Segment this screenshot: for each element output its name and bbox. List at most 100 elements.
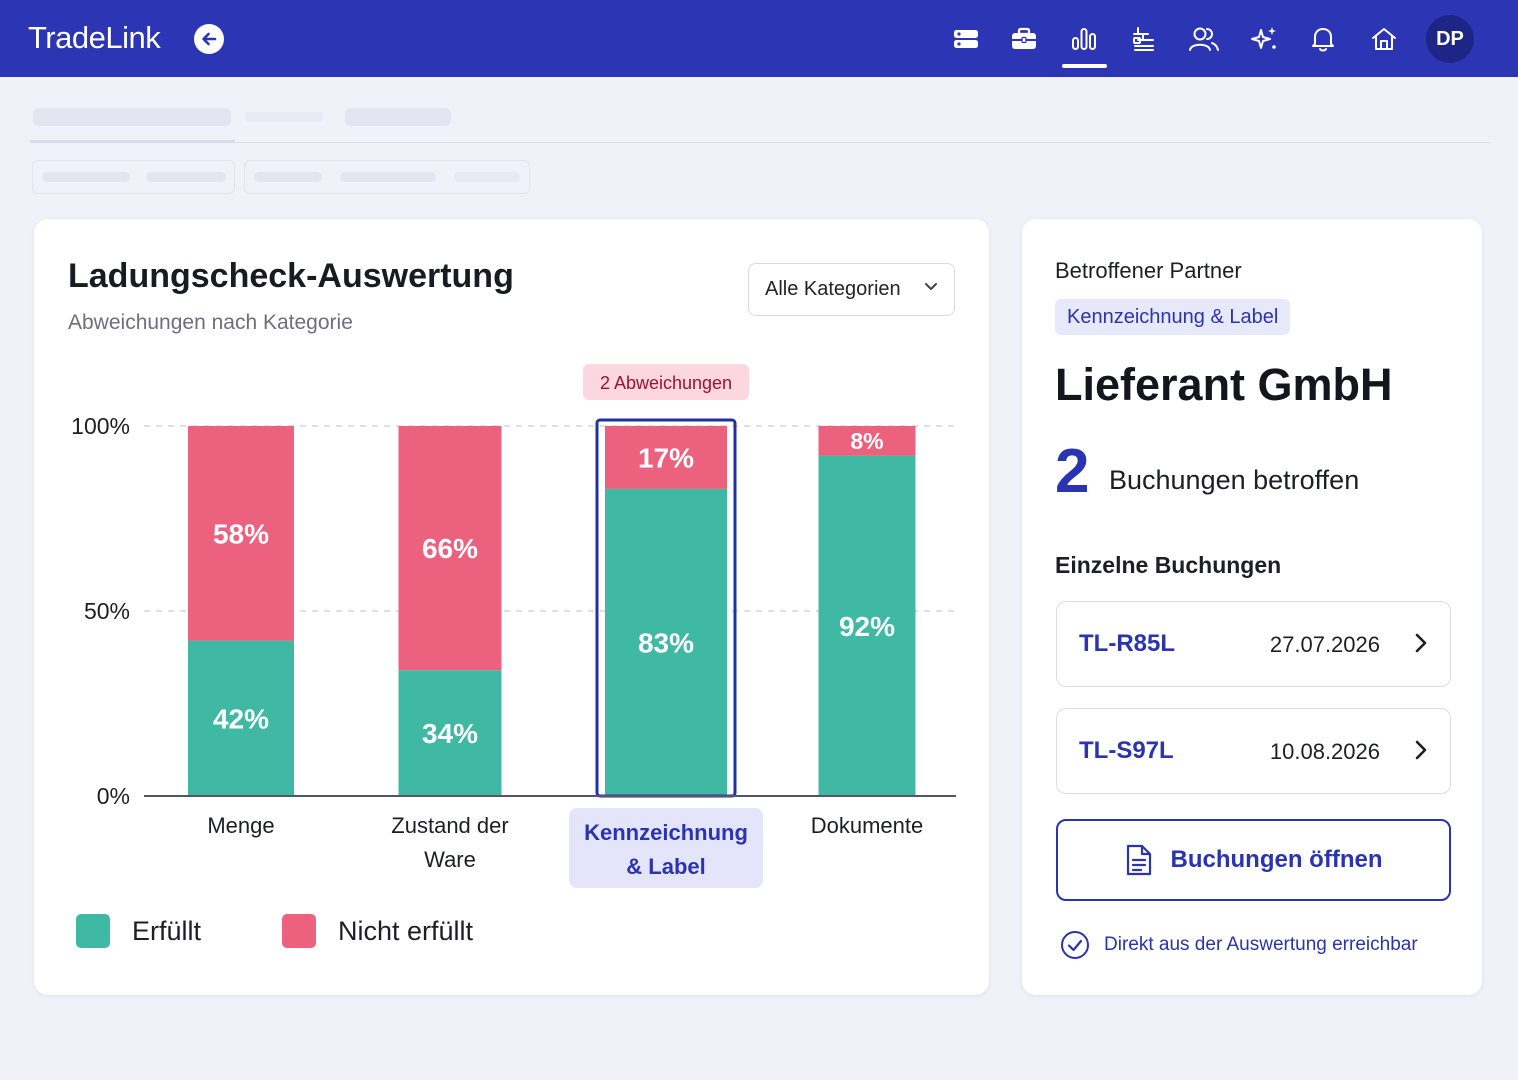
bookings-title: Einzelne Buchungen: [1055, 552, 1282, 578]
divider: [30, 142, 1490, 143]
back-button[interactable]: [194, 24, 224, 54]
booking-date: 27.07.2026: [1269, 632, 1380, 657]
legend-swatch: [282, 914, 316, 948]
sparkle-icon: [1251, 27, 1276, 49]
chart-subtitle: Abweichungen nach Kategorie: [68, 311, 353, 334]
top-bar: TradeLink DP: [0, 0, 1518, 77]
home-icon: [1372, 28, 1396, 50]
data-label: 8%: [850, 428, 883, 454]
nav-analytics-button[interactable]: [1064, 20, 1104, 58]
y-tick-label: 0%: [97, 783, 130, 809]
y-tick-label: 50%: [84, 598, 130, 624]
x-tick-label: Zustand der Ware: [391, 813, 508, 872]
booking-date: 10.08.2026: [1269, 739, 1380, 764]
skeleton-placeholder: [245, 112, 323, 122]
nav-active-indicator: [1062, 64, 1107, 68]
legend-swatch: [76, 914, 110, 948]
briefcase-icon: [1012, 27, 1036, 49]
chevron-right-icon: [1415, 740, 1427, 760]
data-label: 42%: [213, 703, 269, 734]
data-label: 83%: [638, 628, 694, 659]
bar-segment-fulfilled: [818, 455, 916, 796]
app-brand[interactable]: TradeLink: [28, 20, 161, 55]
booking-row[interactable]: TL-S97L 10.08.2026: [1056, 708, 1451, 794]
booking-id: TL-R85L: [1079, 630, 1175, 657]
x-tick-label: Dokumente: [811, 813, 924, 838]
skeleton-filter: [32, 160, 235, 194]
nav-home-button[interactable]: [1364, 20, 1404, 58]
nav-briefcase-button[interactable]: [1004, 20, 1044, 58]
nav-users-button[interactable]: [1184, 20, 1224, 58]
category-filter-value: Alle Kategorien: [765, 278, 901, 300]
x-tick-label-line: Dokumente: [811, 813, 924, 838]
skeleton-placeholder: [254, 172, 322, 182]
bar-segment-fulfilled: [188, 640, 294, 796]
layers-icon: [954, 30, 978, 48]
x-tick-label: Menge: [207, 813, 274, 838]
x-tick-label-line: Ware: [424, 847, 476, 872]
skeleton-placeholder: [345, 108, 451, 126]
category-chip: Kennzeichnung & Label: [1055, 299, 1291, 335]
document-icon: [1126, 844, 1151, 876]
bar-segment-not-fulfilled: [398, 426, 502, 671]
bar-segment-not-fulfilled: [605, 426, 727, 489]
skeleton-filter: [244, 160, 530, 194]
chevron-right-icon: [1415, 633, 1427, 653]
skeleton-placeholder: [42, 172, 130, 182]
flow-icon: [1133, 27, 1154, 51]
partner-card: Betroffener Partner Kennzeichnung & Labe…: [1022, 219, 1482, 995]
users-icon: [1189, 27, 1219, 51]
y-tick-label: 100%: [71, 413, 130, 439]
category-filter-dropdown[interactable]: Alle Kategorien: [748, 263, 955, 316]
bar-chart-icon: [1072, 28, 1096, 50]
bell-icon: [1312, 28, 1334, 52]
legend-item-fulfilled: Erfüllt: [76, 914, 201, 948]
data-label: 17%: [638, 443, 694, 474]
chevron-down-icon: [925, 283, 937, 290]
booking-id: TL-S97L: [1079, 737, 1174, 764]
nav-layers-button[interactable]: [946, 20, 986, 58]
skeleton-placeholder: [146, 172, 226, 182]
skeleton-placeholder: [340, 172, 436, 182]
skeleton-placeholder: [454, 172, 520, 182]
category-highlight-chip: [569, 808, 763, 888]
x-tick-label-line: & Label: [626, 854, 705, 879]
data-label: 58%: [213, 518, 269, 549]
skeleton-placeholder: [33, 108, 231, 126]
booking-row[interactable]: TL-R85L 27.07.2026: [1056, 601, 1451, 687]
chart-card: Ladungscheck-Auswertung Abweichungen nac…: [34, 219, 989, 995]
x-tick-label: Kennzeichnung & Label: [584, 820, 748, 879]
legend-item-not-fulfilled: Nicht erfüllt: [282, 914, 473, 948]
footnote-text: Direkt aus der Auswertung erreichbar: [1104, 934, 1418, 955]
open-bookings-button[interactable]: Buchungen öffnen: [1056, 819, 1451, 901]
deviation-badge: [583, 364, 749, 400]
bar-segment-fulfilled: [398, 670, 502, 796]
stacked-bar-chart: 0% 50% 100% 42% 58% 34% 66% 83% 17% 2 Abweichunge…: [71, 364, 956, 888]
data-label: 66%: [422, 533, 478, 564]
bar-segment-fulfilled: [605, 488, 727, 796]
legend-label: Erfüllt: [132, 915, 202, 946]
arrow-left-icon: [202, 32, 217, 46]
affected-count: 2: [1055, 437, 1090, 506]
affected-text: Buchungen betroffen: [1109, 465, 1360, 495]
deviation-badge-label: 2 Abweichungen: [600, 373, 732, 393]
x-tick-label-line: Zustand der: [391, 813, 508, 838]
check-circle-icon: [1061, 931, 1089, 959]
x-tick-label-line: Menge: [207, 813, 274, 838]
legend-label: Nicht erfüllt: [338, 915, 474, 946]
footnote: Direkt aus der Auswertung erreichbar: [1060, 930, 1418, 960]
partner-name: Lieferant GmbH: [1055, 359, 1393, 410]
chart-title: Ladungscheck-Auswertung: [68, 257, 514, 295]
skeleton-tab-indicator: [30, 140, 235, 143]
x-tick-label-line: Kennzeichnung: [584, 820, 748, 845]
partner-label: Betroffener Partner: [1055, 258, 1242, 283]
bar-segment-not-fulfilled: [818, 426, 916, 456]
user-avatar[interactable]: DP: [1426, 15, 1474, 63]
open-bookings-label: Buchungen öffnen: [1170, 846, 1383, 873]
nav-flow-button[interactable]: [1123, 20, 1163, 58]
data-label: 92%: [839, 611, 895, 642]
data-label: 34%: [422, 718, 478, 749]
nav-notifications-button[interactable]: [1303, 20, 1343, 58]
nav-ai-button[interactable]: [1244, 20, 1284, 58]
bar-segment-not-fulfilled: [188, 426, 294, 641]
